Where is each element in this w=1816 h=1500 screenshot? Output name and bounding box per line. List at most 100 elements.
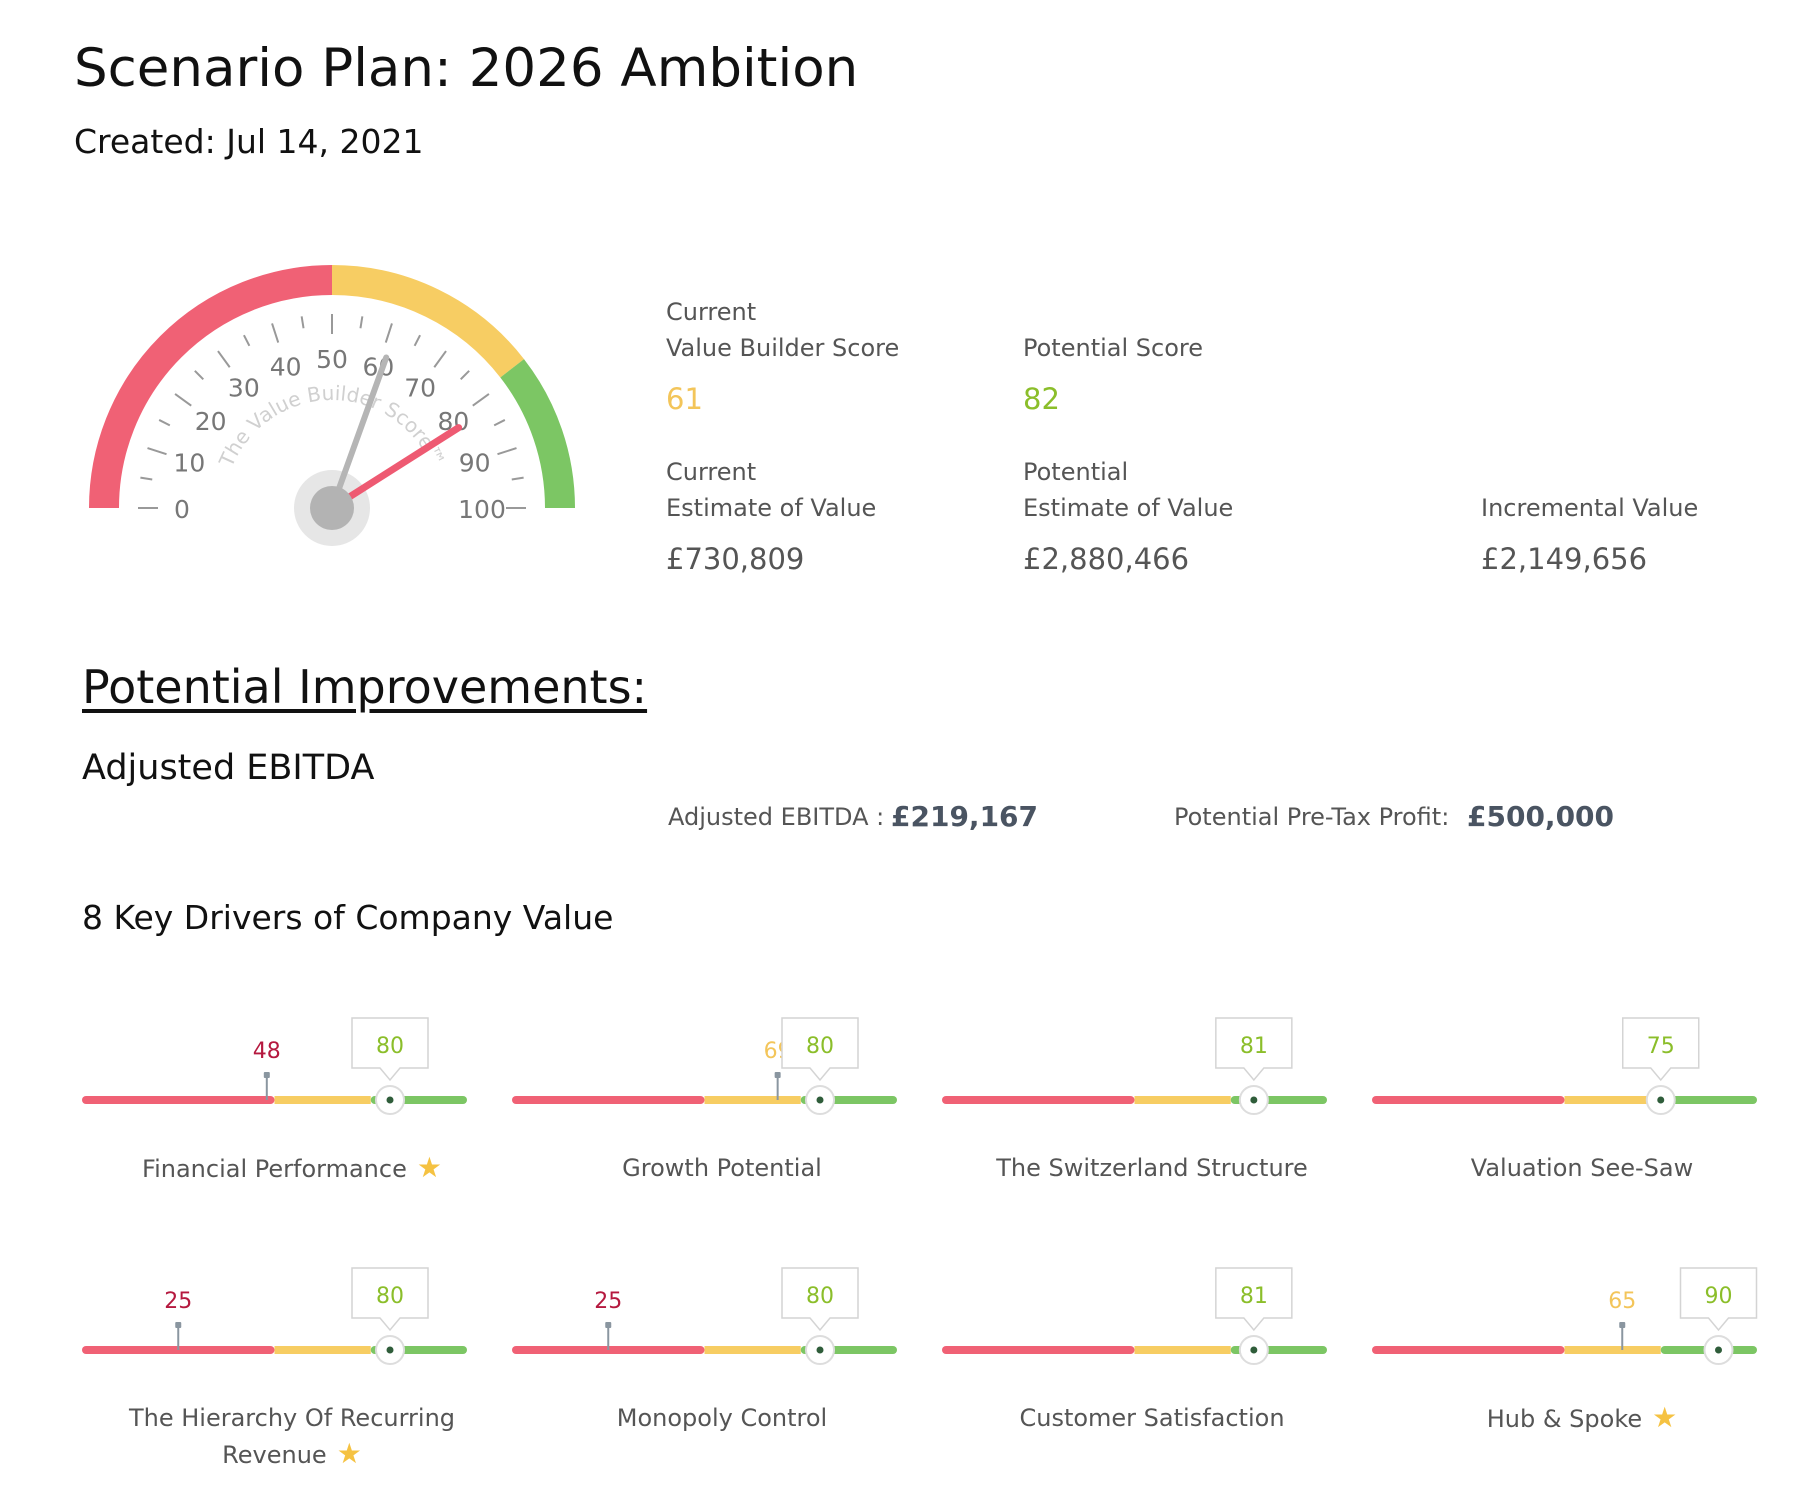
- slider-red-segment: [82, 1096, 275, 1104]
- gauge-tick: [243, 334, 251, 347]
- pretax-profit-label: Potential Pre-Tax Profit:: [1174, 803, 1450, 831]
- slider-yellow-segment: [1564, 1346, 1661, 1354]
- slider-yellow-segment: [274, 1096, 371, 1104]
- driver-card: 81 The Switzerland Structure: [942, 1000, 1362, 1220]
- gauge-tick-label: 10: [173, 449, 205, 478]
- gauge-yellow-band: [331, 265, 525, 378]
- driver-slider: 69 80: [512, 1017, 897, 1115]
- driver-name: Hub & Spoke ★: [1372, 1400, 1792, 1437]
- gauge-tick: [472, 393, 490, 407]
- slider-handle-dot: [816, 1096, 824, 1104]
- gauge-tick: [300, 316, 305, 329]
- potential-tooltip: [1679, 1267, 1758, 1332]
- adjusted-ebitda-label: Adjusted EBITDA :: [668, 803, 885, 831]
- slider-handle-dot: [816, 1346, 824, 1354]
- current-score-label: 25: [594, 1289, 622, 1314]
- driver-label: Hub & Spoke: [1486, 1405, 1643, 1433]
- current-marker-cap: [605, 1322, 612, 1328]
- gauge-potential-needle: [328, 424, 463, 512]
- driver-name: Monopoly Control: [512, 1400, 932, 1436]
- slider-handle-dot: [1250, 1346, 1258, 1354]
- driver-label: Customer Satisfaction: [1019, 1404, 1285, 1432]
- key-drivers-title: 8 Key Drivers of Company Value: [82, 898, 614, 937]
- current-marker-cap: [1619, 1322, 1626, 1328]
- current-value-label: Current Estimate of Value: [666, 458, 877, 522]
- gauge-tick: [194, 370, 205, 381]
- slider-yellow-segment: [1564, 1096, 1661, 1104]
- current-marker-cap: [263, 1072, 270, 1078]
- current-score-label: 25: [164, 1289, 192, 1314]
- current-marker-cap: [774, 1072, 781, 1078]
- driver-slider: 65 90: [1372, 1267, 1758, 1365]
- star-icon: ★: [416, 1151, 442, 1184]
- driver-name: Customer Satisfaction: [942, 1400, 1362, 1436]
- potential-tooltip: [1215, 1267, 1293, 1332]
- created-date: Created: Jul 14, 2021: [74, 122, 424, 161]
- pretax-profit-value: £500,000: [1467, 800, 1615, 833]
- driver-slider: 81: [942, 1267, 1327, 1365]
- driver-slider: 25 80: [82, 1267, 467, 1365]
- slider-handle-dot: [386, 1346, 394, 1354]
- adjusted-ebitda-value: £219,167: [891, 800, 1039, 833]
- potential-score-label: 80: [376, 1284, 404, 1309]
- gauge-tick-label: 90: [459, 449, 491, 478]
- adjusted-ebitda-title: Adjusted EBITDA: [82, 748, 375, 788]
- gauge-tick-label: 70: [404, 374, 436, 403]
- current-marker-cap: [175, 1322, 182, 1328]
- page-title: Scenario Plan: 2026 Ambition: [74, 38, 859, 99]
- current-score-label: 48: [253, 1039, 281, 1064]
- gauge-tick: [359, 316, 364, 329]
- slider-yellow-segment: [704, 1096, 801, 1104]
- driver-label: Valuation See-Saw: [1470, 1154, 1694, 1182]
- gauge-red-band: [89, 265, 333, 509]
- gauge-tick: [271, 323, 280, 343]
- gauge-tick: [511, 476, 524, 481]
- slider-yellow-segment: [274, 1346, 371, 1354]
- driver-card: 25 80 Monopoly Control: [512, 1250, 932, 1470]
- potential-improvements-title: Potential Improvements:: [82, 660, 648, 714]
- slider-red-segment: [942, 1096, 1135, 1104]
- driver-label: The Hierarchy Of Recurring Revenue: [128, 1404, 456, 1469]
- current-score-label: 65: [1608, 1289, 1636, 1314]
- driver-name: The Hierarchy Of Recurring Revenue ★: [82, 1400, 502, 1473]
- slider-yellow-segment: [1134, 1096, 1231, 1104]
- slider-handle-dot: [1250, 1096, 1258, 1104]
- potential-tooltip: [781, 1267, 859, 1332]
- incremental-value: £2,149,656: [1481, 542, 1648, 576]
- potential-score-label: 81: [1240, 1034, 1268, 1059]
- potential-score-label: 80: [806, 1284, 834, 1309]
- driver-name: The Switzerland Structure: [942, 1150, 1362, 1186]
- gauge-tick: [147, 447, 167, 456]
- driver-card: 65 90 Hub & Spoke ★: [1372, 1250, 1792, 1470]
- slider-yellow-segment: [1134, 1346, 1231, 1354]
- gauge-tick: [433, 350, 447, 368]
- driver-label: The Switzerland Structure: [996, 1154, 1308, 1182]
- potential-tooltip: [1215, 1017, 1293, 1082]
- gauge-tick-label: 20: [195, 407, 227, 436]
- star-icon: ★: [336, 1437, 362, 1470]
- potential-tooltip: [1622, 1017, 1700, 1082]
- driver-label: Financial Performance: [142, 1155, 407, 1183]
- slider-handle-dot: [1657, 1096, 1665, 1104]
- potential-score-value: 82: [1023, 382, 1060, 416]
- current-score-label: Current Value Builder Score: [666, 298, 900, 362]
- slider-red-segment: [512, 1096, 705, 1104]
- slider-red-segment: [1372, 1096, 1565, 1104]
- driver-card: 48 80 Financial Performance ★: [82, 1000, 502, 1220]
- potential-tooltip: [351, 1017, 429, 1082]
- current-value: £730,809: [666, 542, 805, 576]
- incremental-value-label: Incremental Value: [1481, 494, 1699, 522]
- current-score-value: 61: [666, 382, 703, 416]
- gauge-tick: [493, 419, 506, 427]
- gauge-tick-label: 40: [270, 352, 302, 381]
- gauge-tick-label: 100: [458, 495, 506, 524]
- gauge-green-band: [500, 359, 575, 509]
- driver-slider: 81: [942, 1017, 1327, 1115]
- gauge-tick: [174, 393, 192, 407]
- slider-yellow-segment: [704, 1346, 801, 1354]
- slider-handle-dot: [386, 1096, 394, 1104]
- gauge-tick-label: 0: [174, 495, 190, 524]
- potential-score-label: 81: [1240, 1284, 1268, 1309]
- star-icon: ★: [1652, 1401, 1678, 1434]
